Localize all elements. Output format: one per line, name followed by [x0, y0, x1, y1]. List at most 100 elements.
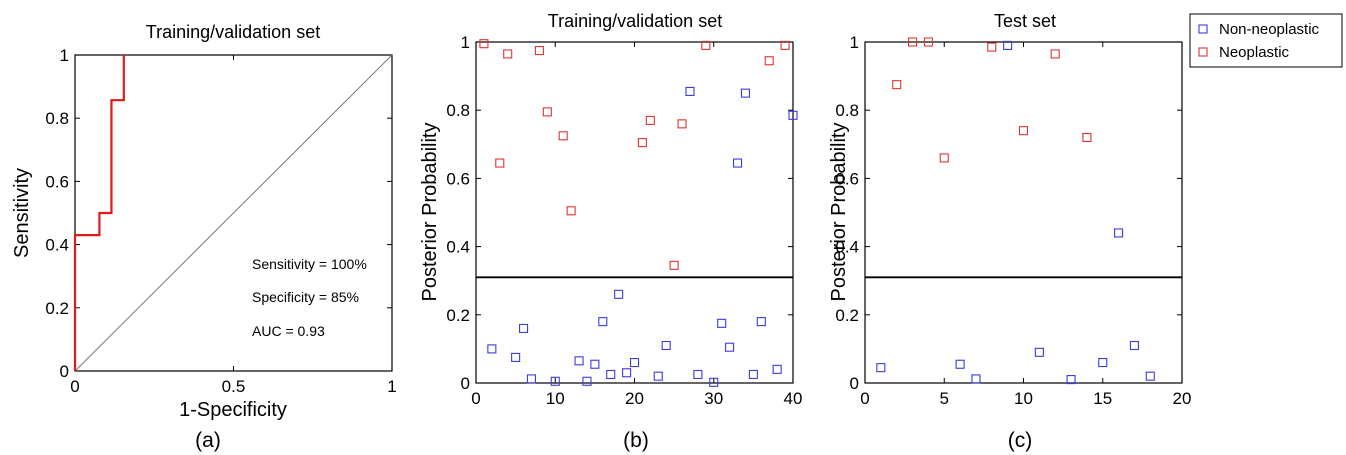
test-point-non-neoplastic: [876, 363, 886, 373]
training-point-non-neoplastic: [590, 359, 600, 369]
training-point-non-neoplastic: [661, 340, 671, 351]
training-point-neoplastic: [566, 206, 576, 216]
test-point-neoplastic: [923, 37, 933, 47]
roc-specificity-annotation: Specificity = 85%: [252, 289, 359, 305]
training-plot-frame: [475, 41, 794, 384]
test-x-tick-label: 0: [860, 389, 869, 408]
training-point-non-neoplastic: [788, 110, 798, 120]
roc-y-tick-label: 1: [60, 46, 69, 65]
test-point-neoplastic: [987, 42, 997, 52]
roc-y-tick-label: 0.4: [45, 236, 69, 255]
test-point-neoplastic: [939, 153, 949, 163]
test-point-neoplastic: [892, 80, 902, 90]
training-point-non-neoplastic: [622, 368, 632, 378]
test-y-tick-label: 0: [850, 374, 859, 393]
training-point-neoplastic: [701, 40, 711, 50]
test-point-non-neoplastic: [1003, 40, 1013, 50]
roc-y-tick-label: 0.6: [45, 172, 69, 191]
test-y-tick-label: 0.6: [835, 169, 859, 188]
legend-label-neoplastic: Neoplastic: [1219, 44, 1290, 61]
test-y-axis-label: Posterior Probability: [828, 123, 850, 302]
training-y-tick-label: 0.6: [446, 169, 470, 188]
roc-ticks: 0 0.5 1 0 0.2 0.4 0.6 0.8 1: [45, 46, 396, 396]
legend-box: [1189, 13, 1343, 68]
test-plot-frame: [864, 41, 1183, 384]
roc-auc-annotation: AUC = 0.93: [252, 323, 325, 339]
test-x-tick-label: 20: [1173, 389, 1192, 408]
training-point-non-neoplastic: [629, 357, 640, 368]
test-point-non-neoplastic: [971, 374, 981, 384]
test-point-neoplastic: [1050, 49, 1060, 59]
test-scatter-chart: Test set 0 5 10 15 20 0 0.2 0.4 0.6 0.8 1 Posterio…: [828, 11, 1191, 452]
training-x-tick-label: 40: [784, 389, 803, 408]
training-y-tick-label: 0.8: [446, 101, 470, 120]
training-point-non-neoplastic: [550, 376, 560, 386]
training-point-neoplastic: [534, 45, 544, 56]
training-scatter-chart: Training/validation set 0 10 20 30 40 0 0.2 0.4…: [419, 11, 802, 452]
roc-chance-diagonal: [74, 54, 393, 372]
panel-c-label: (c): [1008, 429, 1033, 452]
training-point-non-neoplastic: [606, 369, 616, 380]
test-point-non-neoplastic: [1034, 347, 1044, 357]
test-x-tick-label: 5: [940, 389, 949, 408]
training-point-non-neoplastic: [709, 377, 719, 387]
roc-sensitivity-annotation: Sensitivity = 100%: [252, 256, 367, 272]
training-point-non-neoplastic: [511, 352, 521, 362]
training-point-non-neoplastic: [487, 344, 497, 354]
training-point-non-neoplastic: [732, 158, 743, 168]
test-y-tick-label: 0.8: [835, 101, 859, 120]
training-point-non-neoplastic: [614, 289, 624, 299]
roc-plot-area: [73, 54, 393, 372]
training-point-non-neoplastic: [598, 317, 608, 327]
test-point-non-neoplastic: [1098, 357, 1108, 368]
test-point-neoplastic: [1082, 132, 1092, 143]
roc-x-tick-label: 0.5: [222, 377, 246, 396]
legend-marker-neoplastic: [1198, 47, 1208, 57]
test-point-neoplastic: [1018, 126, 1029, 136]
training-point-neoplastic: [645, 115, 655, 125]
training-plot-area: [476, 39, 798, 387]
test-y-tick-label: 1: [850, 33, 859, 52]
training-scatter-title: Training/validation set: [548, 11, 722, 31]
roc-y-tick-label: 0.8: [45, 109, 69, 128]
training-ticks: 0 10 20 30 40 0 0.2 0.4 0.6 0.8 1: [446, 33, 802, 408]
legend-label-non-neoplastic: Non-neoplastic: [1219, 21, 1320, 38]
training-y-tick-label: 0.2: [446, 306, 470, 325]
training-point-neoplastic: [542, 107, 552, 117]
training-point-non-neoplastic: [685, 86, 695, 96]
panel-a-label: (a): [195, 429, 221, 452]
training-point-non-neoplastic: [748, 369, 758, 380]
roc-y-tick-label: 0.2: [45, 299, 69, 318]
training-point-neoplastic: [669, 260, 679, 270]
roc-y-tick-label: 0: [60, 362, 69, 381]
training-point-neoplastic: [558, 131, 568, 141]
training-y-axis-label: Posterior Probability: [419, 123, 441, 302]
roc-x-tick-label: 0: [70, 377, 79, 396]
roc-chart: Training/validation set 0 0.5 1 0 0.2 0.4 0.6 0…: [11, 22, 397, 452]
test-point-non-neoplastic: [1066, 375, 1076, 385]
training-point-non-neoplastic: [582, 376, 592, 386]
training-point-non-neoplastic: [526, 374, 537, 384]
training-point-neoplastic: [479, 39, 489, 49]
training-y-tick-label: 0.4: [446, 238, 470, 257]
test-point-neoplastic: [907, 37, 918, 47]
training-x-tick-label: 20: [625, 389, 644, 408]
roc-x-axis-label: 1-Specificity: [179, 399, 287, 421]
roc-title: Training/validation set: [146, 22, 320, 42]
panel-b-label: (b): [623, 429, 649, 452]
test-point-non-neoplastic: [1129, 340, 1139, 351]
training-point-non-neoplastic: [772, 364, 782, 374]
training-x-tick-label: 30: [704, 389, 723, 408]
training-point-neoplastic: [764, 56, 774, 66]
test-x-tick-label: 10: [1014, 389, 1033, 408]
test-y-tick-label: 0.2: [835, 306, 859, 325]
test-ticks: 0 5 10 15 20 0 0.2 0.4 0.6 0.8 1: [835, 33, 1191, 408]
training-x-tick-label: 0: [471, 389, 480, 408]
training-y-tick-label: 0: [461, 374, 470, 393]
test-plot-area: [865, 37, 1182, 385]
test-point-non-neoplastic: [1145, 371, 1155, 381]
training-point-non-neoplastic: [740, 88, 751, 98]
training-y-tick-label: 1: [461, 33, 470, 52]
test-x-tick-label: 15: [1093, 389, 1112, 408]
